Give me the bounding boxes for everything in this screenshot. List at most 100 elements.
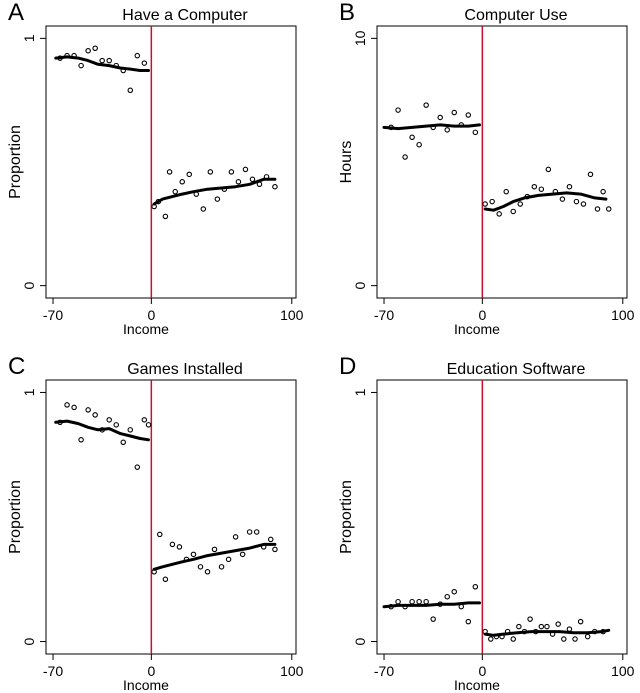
data-point xyxy=(472,583,479,590)
data-point xyxy=(395,107,401,113)
x-tick-label: -70 xyxy=(43,307,63,323)
data-point xyxy=(437,114,443,121)
data-point xyxy=(186,171,193,178)
data-point xyxy=(85,47,91,54)
data-point xyxy=(78,62,84,69)
data-point xyxy=(488,636,494,642)
data-point xyxy=(510,208,516,215)
data-point xyxy=(249,176,256,183)
data-point xyxy=(106,57,112,64)
data-point xyxy=(489,198,495,205)
data-point xyxy=(200,206,207,212)
data-point xyxy=(444,127,450,133)
data-point xyxy=(113,422,119,428)
data-point xyxy=(134,52,141,59)
data-point xyxy=(482,201,488,207)
plot-frame xyxy=(376,25,628,299)
plot-frame xyxy=(376,379,628,655)
x-tick-label: 0 xyxy=(147,663,155,679)
data-point xyxy=(242,166,249,173)
data-point xyxy=(503,188,509,195)
data-point xyxy=(451,588,457,595)
data-point xyxy=(409,598,415,605)
fit-line-left xyxy=(54,55,150,72)
data-point xyxy=(172,188,178,195)
data-point xyxy=(584,633,591,640)
fit-line-left xyxy=(382,601,481,609)
x-tick-label: 100 xyxy=(280,307,304,323)
chart-title: Computer Use xyxy=(464,7,567,24)
data-point xyxy=(106,417,112,423)
y-tick-label: 1 xyxy=(352,388,368,396)
y-axis-label: Hours xyxy=(338,141,355,184)
data-point xyxy=(545,166,552,173)
data-point xyxy=(127,427,134,433)
x-axis-label: Income xyxy=(454,677,500,693)
data-point xyxy=(127,87,134,94)
data-point xyxy=(239,551,246,558)
y-tick-label: 0 xyxy=(21,282,37,290)
chart-panel: C Games Installed -70 0 100 0 1 Income Proportio… xyxy=(7,353,304,693)
data-point xyxy=(538,186,545,192)
y-tick-label: 10 xyxy=(352,30,368,46)
data-point xyxy=(587,171,594,178)
data-point xyxy=(577,618,584,625)
plot-frame xyxy=(45,379,297,655)
data-point xyxy=(544,623,550,630)
data-point xyxy=(204,569,211,575)
data-point xyxy=(573,198,580,205)
data-point xyxy=(416,598,422,605)
panel-letter: B xyxy=(339,0,355,26)
data-point xyxy=(555,621,561,627)
data-point xyxy=(527,616,533,622)
plot-frame xyxy=(45,25,297,299)
data-point xyxy=(207,169,214,175)
data-point xyxy=(517,201,524,207)
y-tick-label: 0 xyxy=(352,637,368,645)
data-point xyxy=(64,402,70,408)
x-tick-label: 0 xyxy=(478,663,486,679)
data-point xyxy=(451,109,457,116)
y-tick-label: 0 xyxy=(352,282,368,290)
x-tick-label: 100 xyxy=(611,663,635,679)
data-point xyxy=(120,439,126,446)
data-point xyxy=(605,206,612,212)
fit-line-right xyxy=(483,628,611,637)
data-point xyxy=(99,57,105,64)
data-point xyxy=(580,201,587,207)
data-point xyxy=(566,626,573,632)
data-point xyxy=(176,544,183,550)
data-point xyxy=(267,536,274,543)
data-point xyxy=(561,636,567,642)
y-axis-label: Proportion xyxy=(7,480,24,554)
data-point xyxy=(246,529,253,535)
y-axis-label: Proportion xyxy=(338,480,355,554)
data-point xyxy=(531,183,538,190)
data-point xyxy=(141,60,148,66)
data-point xyxy=(465,618,472,625)
data-point xyxy=(190,551,197,558)
data-point xyxy=(145,422,152,428)
panel-letter: C xyxy=(8,353,25,380)
chart-title: Games Installed xyxy=(127,361,243,378)
fit-line-right xyxy=(152,177,277,206)
y-axis-label: Proportion xyxy=(7,125,24,199)
chart-panel: B Computer Use -70 0 100 0 10 Income Hours xyxy=(338,0,635,337)
data-point xyxy=(92,45,98,52)
x-tick-label: -70 xyxy=(374,307,394,323)
chart-panel: A Have a Computer -70 0 100 0 1 Income Proportio… xyxy=(7,0,304,337)
data-point xyxy=(472,129,479,136)
x-axis-label: Income xyxy=(123,321,169,337)
x-tick-label: -70 xyxy=(43,663,63,679)
chart-title: Have a Computer xyxy=(122,7,248,24)
data-point xyxy=(566,183,573,190)
data-point xyxy=(232,534,239,540)
data-point xyxy=(423,102,429,108)
data-point xyxy=(162,213,169,220)
data-point xyxy=(416,141,422,148)
data-point xyxy=(600,188,606,195)
fit-line-left xyxy=(54,419,150,442)
data-point xyxy=(71,404,77,411)
data-point xyxy=(166,169,173,175)
